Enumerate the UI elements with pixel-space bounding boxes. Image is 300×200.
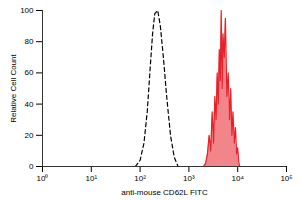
svg-text:10⁴: 10⁴ [232,174,245,183]
svg-text:10¹: 10¹ [86,174,98,183]
svg-text:0: 0 [29,162,34,171]
svg-text:anti-mouse CD62L FITC: anti-mouse CD62L FITC [121,188,208,197]
svg-text:Relative Cell Count: Relative Cell Count [9,53,18,122]
svg-text:10³: 10³ [183,174,195,183]
svg-text:20: 20 [25,131,34,140]
svg-text:40: 40 [25,100,34,109]
svg-text:60: 60 [25,68,34,77]
svg-text:10⁵: 10⁵ [280,174,292,183]
svg-text:10⁰: 10⁰ [37,174,49,183]
svg-text:100: 100 [20,6,34,15]
svg-text:10²: 10² [134,174,146,183]
svg-text:80: 80 [25,37,34,46]
